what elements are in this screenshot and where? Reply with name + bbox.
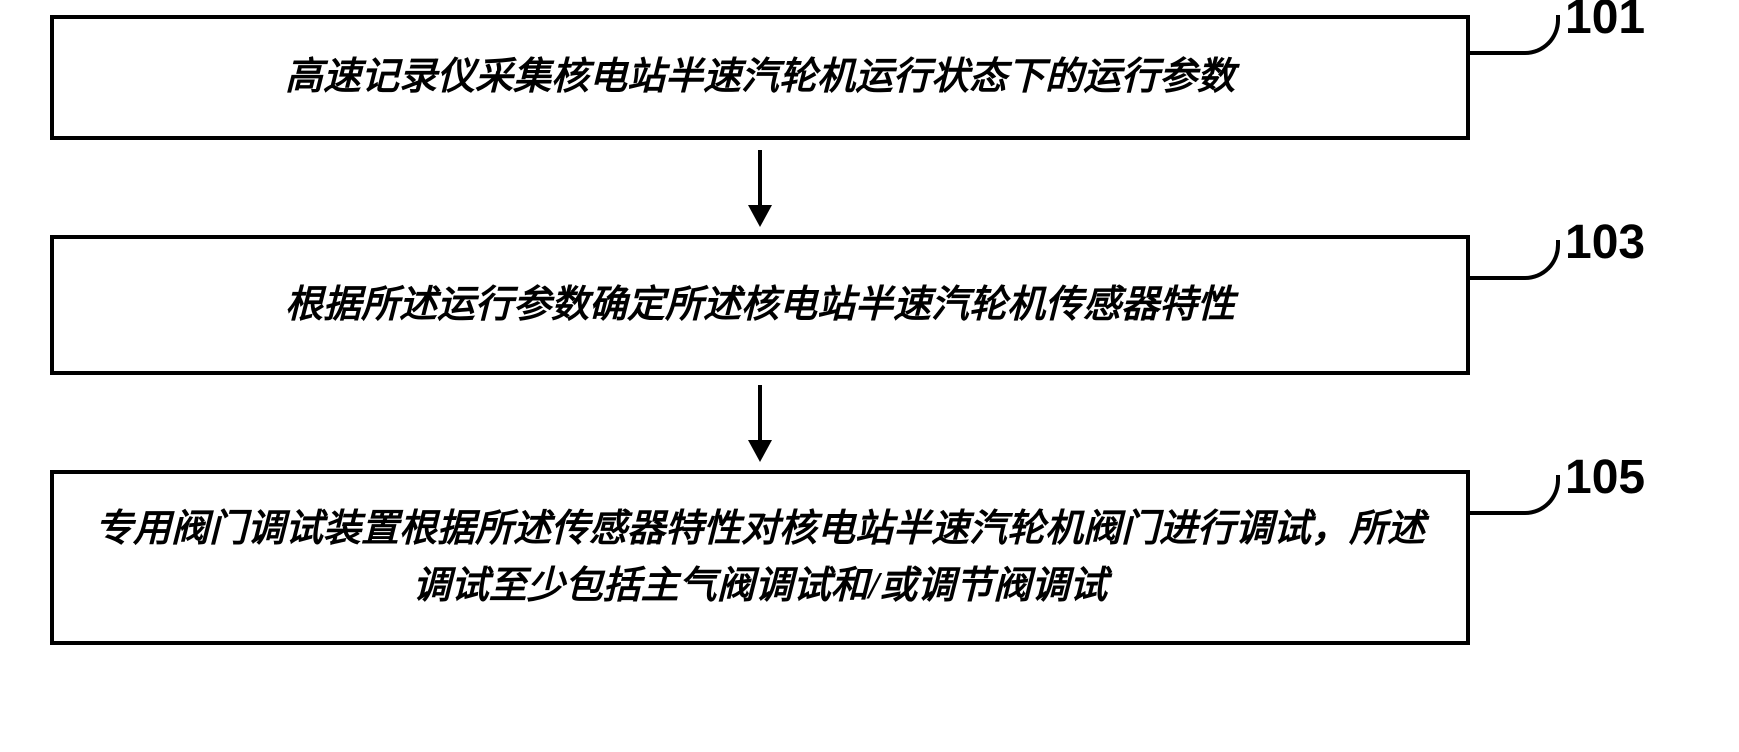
step-1-text: 高速记录仪采集核电站半速汽轮机运行状态下的运行参数	[285, 49, 1235, 106]
flowchart-step-2: 根据所述运行参数确定所述核电站半速汽轮机传感器特性	[50, 235, 1470, 375]
label-connector-2	[1470, 240, 1560, 280]
step-1-label: 101	[1565, 0, 1645, 45]
arrow-icon	[758, 150, 762, 225]
arrow-icon	[758, 385, 762, 460]
step-2-label: 103	[1565, 215, 1645, 270]
step-3-label: 105	[1565, 450, 1645, 505]
flowchart-container: 高速记录仪采集核电站半速汽轮机运行状态下的运行参数 根据所述运行参数确定所述核电…	[50, 15, 1500, 645]
label-connector-1	[1470, 15, 1560, 55]
flowchart-step-3: 专用阀门调试装置根据所述传感器特性对核电站半速汽轮机阀门进行调试，所述调试至少包…	[50, 470, 1470, 645]
label-connector-3	[1470, 475, 1560, 515]
step-2-text: 根据所述运行参数确定所述核电站半速汽轮机传感器特性	[285, 277, 1235, 334]
arrow-1-to-2	[50, 140, 1470, 235]
step-3-text: 专用阀门调试装置根据所述传感器特性对核电站半速汽轮机阀门进行调试，所述调试至少包…	[94, 501, 1426, 615]
arrow-2-to-3	[50, 375, 1470, 470]
flowchart-step-1: 高速记录仪采集核电站半速汽轮机运行状态下的运行参数	[50, 15, 1470, 140]
